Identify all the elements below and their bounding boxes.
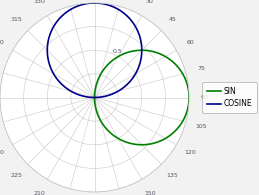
SIN <box>102 68 105 70</box>
SIN <box>99 119 102 121</box>
COSINE <box>76 5 80 7</box>
SIN <box>93 96 96 99</box>
COSINE <box>76 5 79 7</box>
Legend: SIN, COSINE: SIN, COSINE <box>202 82 257 113</box>
Line: SIN: SIN <box>95 50 189 145</box>
COSINE <box>93 2 96 4</box>
SIN <box>94 104 97 106</box>
COSINE <box>93 2 96 4</box>
SIN <box>93 96 96 99</box>
SIN <box>93 96 96 99</box>
COSINE <box>121 11 124 13</box>
COSINE <box>93 96 96 99</box>
SIN <box>93 96 96 99</box>
Line: COSINE: COSINE <box>47 3 142 98</box>
SIN <box>188 96 191 99</box>
COSINE <box>93 96 96 99</box>
COSINE <box>71 91 74 93</box>
SIN <box>93 96 96 99</box>
COSINE <box>93 96 96 99</box>
